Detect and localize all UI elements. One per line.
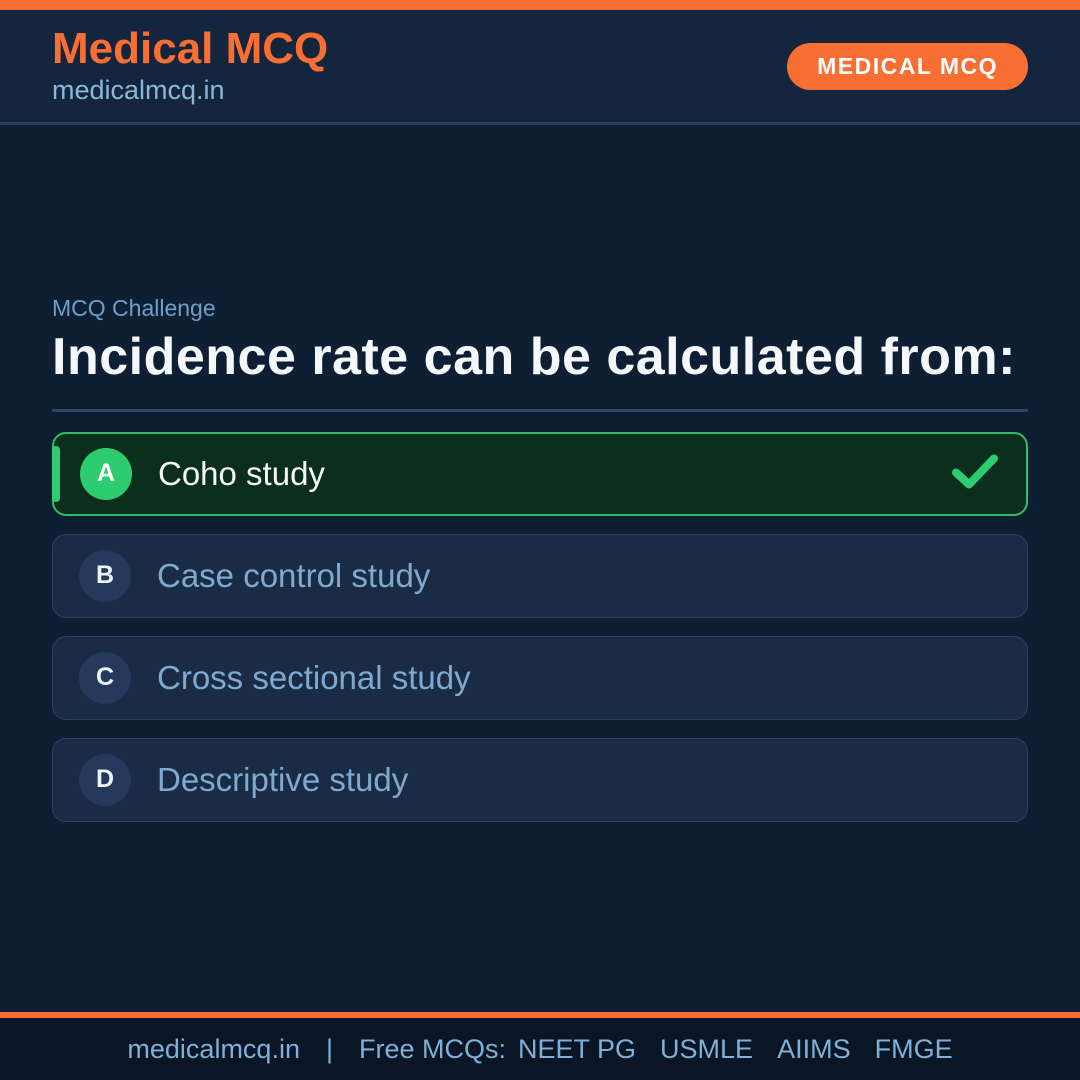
option-a[interactable]: A Coho study [52,431,1028,516]
footer-exam-neetpg: NEET PG [518,1033,637,1064]
footer-exam-fmge: FMGE [874,1033,953,1064]
option-d[interactable]: D Descriptive study [52,737,1028,822]
footer-exam-aiims: AIIMS [777,1033,851,1064]
option-b-label: Case control study [157,556,431,594]
brand-subtitle: medicalmcq.in [52,74,225,105]
divider [52,408,1028,412]
option-c[interactable]: C Cross sectional study [52,635,1028,720]
checkmark-icon [952,453,998,494]
main-content: MCQ Challenge Incidence rate can be calc… [0,295,1080,822]
option-d-badge: D [79,753,131,806]
option-d-label: Descriptive study [157,760,409,798]
top-accent-strip [0,0,1080,10]
footer-separator: | [325,1033,333,1064]
option-b-badge: B [79,549,131,602]
options-list: A Coho study B Case control study C Cros… [52,431,1028,822]
question-kicker: MCQ Challenge [52,295,216,321]
option-a-label: Coho study [158,454,325,492]
question-text: Incidence rate can be calculated from: [52,328,1016,386]
footer-exam-usmle: USMLE [660,1033,754,1064]
option-c-badge: C [79,651,131,704]
brand-title: Medical MCQ [52,24,329,74]
header: Medical MCQ medicalmcq.in MEDICAL MCQ [0,10,1080,125]
option-c-label: Cross sectional study [157,658,471,696]
footer-site: medicalmcq.in [127,1033,300,1064]
brand-block: Medical MCQ medicalmcq.in [52,26,328,105]
option-a-badge: A [80,447,132,500]
brand-badge: MEDICAL MCQ [787,42,1028,90]
option-b[interactable]: B Case control study [52,533,1028,618]
footer-tagline: Free MCQs: [358,1033,506,1064]
correct-accent-bar [52,445,60,502]
footer: medicalmcq.in | Free MCQs: NEET PG USMLE… [0,1012,1080,1080]
